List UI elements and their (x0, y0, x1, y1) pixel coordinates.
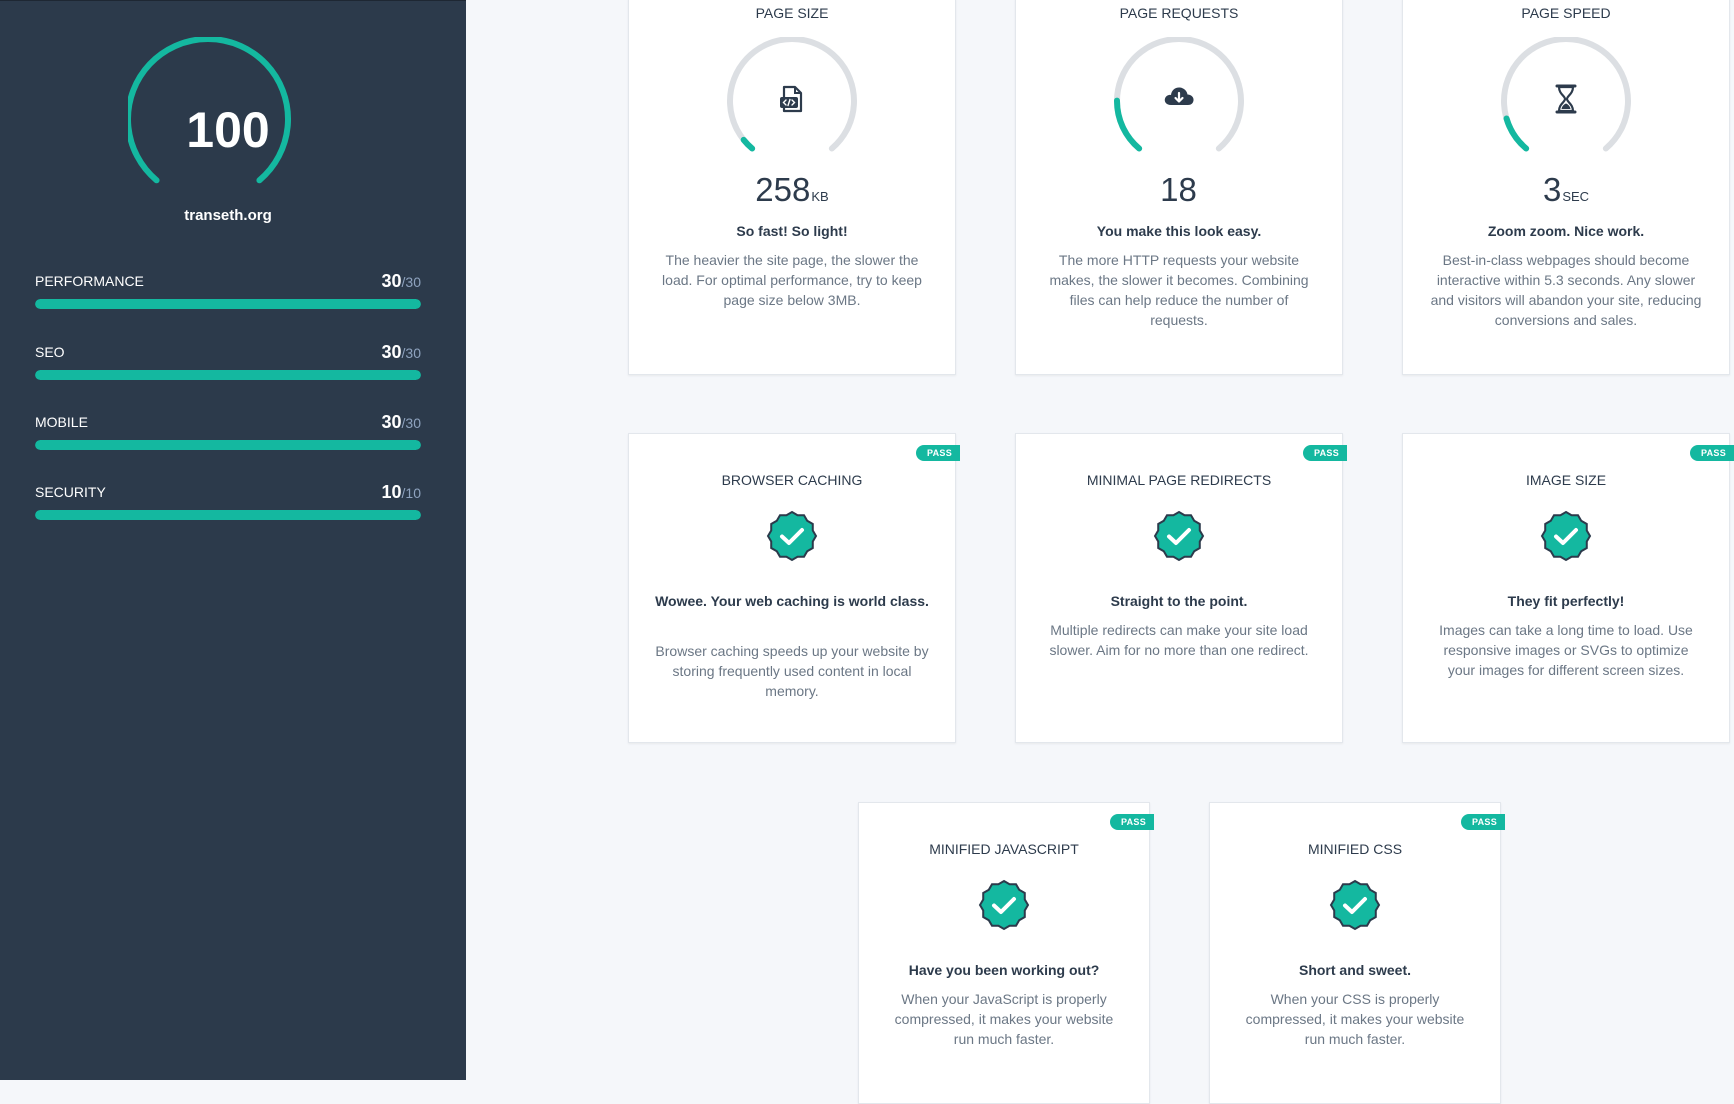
pass-badge: PASS (1302, 445, 1347, 461)
overall-score-value: 100 (186, 102, 270, 158)
check-heading: Straight to the point. (1110, 593, 1248, 609)
metric-value: 18 (1160, 171, 1197, 208)
metric-heading: So fast! So light! (736, 223, 848, 239)
cloud-download-icon (1164, 87, 1194, 105)
metric-heading: You make this look easy. (1096, 223, 1262, 239)
metric-title: PAGE REQUESTS (1119, 5, 1239, 21)
check-title: BROWSER CACHING (721, 472, 863, 488)
category-score: 30/30 (381, 271, 422, 291)
category-label: PERFORMANCE (35, 273, 144, 289)
check-title: IMAGE SIZE (1525, 472, 1607, 488)
pass-badge: PASS (1460, 814, 1505, 830)
metric-title: PAGE SIZE (755, 5, 829, 21)
category-score: 10/10 (381, 482, 422, 502)
metric-heading: Zoom zoom. Nice work. (1487, 223, 1645, 239)
metric-description: The heavier the site page, the slower th… (662, 252, 922, 308)
metric-card-page-speed: PAGE SPEED 3SEC Zoom zoom. Nice work. Be… (1402, 0, 1730, 375)
category-label: SEO (35, 344, 65, 360)
page-requests-gauge (1113, 37, 1244, 152)
overall-score-gauge (128, 37, 291, 184)
check-card-minimal-page-redirects: PASS MINIMAL PAGE REDIRECTS Straight to … (1015, 433, 1347, 743)
overall-score-panel: 100 transeth.org (0, 1, 466, 241)
check-badge-icon (1153, 510, 1205, 562)
metric-description: The more HTTP requests your website make… (1049, 252, 1309, 328)
check-heading: Wowee. Your web caching is world class. (655, 593, 929, 609)
page-size-gauge (727, 37, 857, 152)
score-sidebar: 100 transeth.org PERFORMANCE 30/30 SEO 3… (0, 0, 466, 1080)
category-label: SECURITY (35, 484, 106, 500)
check-description: Images can take a long time to load. Use… (1439, 622, 1693, 678)
category-progress-bar (35, 440, 421, 450)
check-heading: Have you been working out? (908, 962, 1100, 978)
category-score: 30/30 (381, 342, 422, 362)
category-progress-bar (35, 299, 421, 309)
check-heading: They fit perfectly! (1507, 593, 1625, 609)
check-badge-icon (978, 879, 1030, 931)
metric-card-page-requests: PAGE REQUESTS 18 You make this look easy… (1015, 0, 1343, 375)
check-title: MINIFIED CSS (1307, 841, 1403, 857)
category-label: MOBILE (35, 414, 88, 430)
check-card-minified-javascript: PASS MINIFIED JAVASCRIPT Have you been w… (858, 802, 1154, 1104)
check-heading: Short and sweet. (1298, 962, 1412, 978)
category-score: 30/30 (381, 412, 422, 432)
check-description: Browser caching speeds up your website b… (655, 643, 929, 699)
check-badge-icon (766, 510, 818, 562)
check-description: When your JavaScript is properly compres… (894, 991, 1114, 1047)
check-card-image-size: PASS IMAGE SIZE They fit perfectly! Imag… (1402, 433, 1734, 743)
metric-value: 3SEC (1542, 171, 1590, 208)
category-progress-bar (35, 510, 421, 520)
check-description: Multiple redirects can make your site lo… (1049, 622, 1309, 658)
pass-badge: PASS (1109, 814, 1154, 830)
metric-card-page-size: PAGE SIZE 258KB So fast! So light! The h… (628, 0, 956, 375)
metric-description: Best-in-class webpages should become int… (1430, 252, 1702, 328)
metric-value: 258KB (755, 171, 829, 208)
site-domain: transeth.org (184, 207, 272, 224)
check-badge-icon (1540, 510, 1592, 562)
check-title: MINIMAL PAGE REDIRECTS (1086, 472, 1272, 488)
page-speed-gauge (1501, 37, 1631, 152)
code-file-icon (780, 85, 803, 113)
check-badge-icon (1329, 879, 1381, 931)
metric-title: PAGE SPEED (1521, 5, 1611, 21)
check-card-browser-caching: PASS BROWSER CACHING Wowee. Your web cac… (628, 433, 960, 743)
check-card-minified-css: PASS MINIFIED CSS Short and sweet. When … (1209, 802, 1505, 1104)
check-description: When your CSS is properly compressed, it… (1245, 991, 1465, 1047)
check-title: MINIFIED JAVASCRIPT (929, 841, 1079, 857)
pass-badge: PASS (915, 445, 960, 461)
hourglass-icon (1555, 84, 1577, 114)
pass-badge: PASS (1689, 445, 1734, 461)
category-progress-bar (35, 370, 421, 380)
